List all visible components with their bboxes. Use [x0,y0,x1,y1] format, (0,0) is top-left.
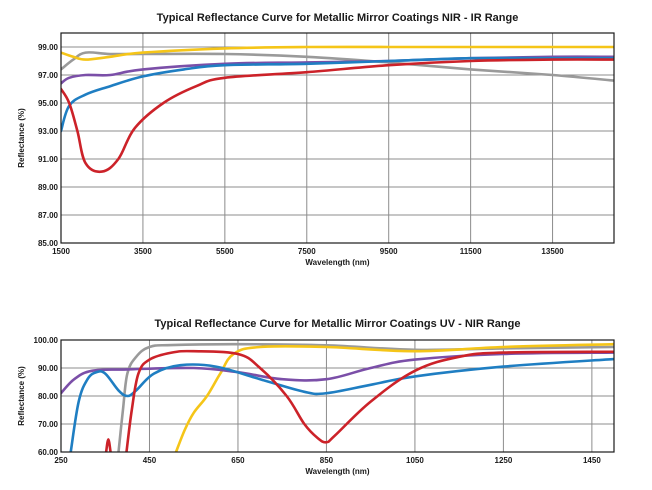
y-tick-label: 100.00 [34,336,59,345]
x-tick-label: 850 [320,456,334,465]
x-tick-label: 650 [231,456,245,465]
y-tick-label: 87.00 [38,211,59,220]
y-tick-label: 95.00 [38,99,59,108]
x-tick-label: 3500 [134,247,152,256]
y-tick-label: 99.00 [38,43,59,52]
series-line-5 [61,58,614,174]
y-tick-label: 80.00 [38,392,59,401]
chart-title: Typical Reflectance Curve for Metallic M… [155,318,521,330]
x-axis-label: Wavelength (nm) [305,467,369,476]
y-tick-label: 70.00 [38,420,59,429]
x-tick-label: 11500 [460,247,482,256]
y-tick-label: 97.00 [38,71,59,80]
x-tick-label: 7500 [298,247,316,256]
series-line-4 [69,357,614,452]
series-line-5 [104,438,112,452]
x-tick-label: 5500 [216,247,234,256]
plot-frame [60,339,615,453]
series-line-2 [61,45,614,61]
x-tick-label: 1250 [495,456,513,465]
x-tick-label: 450 [143,456,157,465]
series-line-1 [61,51,614,82]
series-line-3 [61,351,614,395]
x-axis-label: Wavelength (nm) [305,258,369,267]
chart-1: Typical Reflectance Curve for Metallic M… [17,12,615,267]
y-tick-label: 85.00 [38,239,59,248]
chart-2: Typical Reflectance Curve for Metallic M… [17,318,615,476]
y-axis-label: Reflectance (%) [17,366,26,426]
y-tick-label: 91.00 [38,155,59,164]
y-tick-label: 60.00 [38,448,59,457]
x-tick-label: 13500 [541,247,564,256]
y-axis-label: Reflectance (%) [17,108,26,168]
y-tick-label: 90.00 [38,364,59,373]
series-line-6 [125,349,614,452]
x-tick-label: 250 [54,456,68,465]
series-line-2 [174,342,614,452]
plot-frame [60,32,615,244]
chart-title: Typical Reflectance Curve for Metallic M… [157,12,519,24]
y-tick-label: 89.00 [38,183,59,192]
x-tick-label: 9500 [380,247,398,256]
x-tick-label: 1450 [583,456,601,465]
series-line-1 [117,342,614,452]
series-line-4 [61,56,614,133]
x-tick-label: 1050 [406,456,424,465]
x-tick-label: 1500 [52,247,70,256]
y-tick-label: 93.00 [38,127,59,136]
